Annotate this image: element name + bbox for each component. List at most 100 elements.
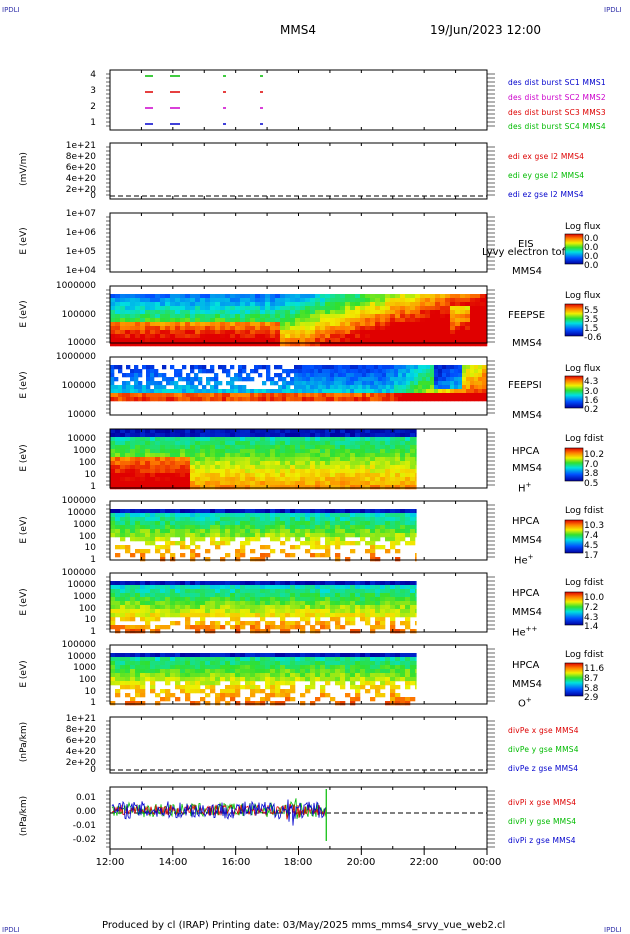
hpca-he2-cell <box>370 585 376 590</box>
hpca-h-cell <box>385 433 391 438</box>
feeps-electron-cell <box>350 294 356 299</box>
hpca-o-cell <box>160 697 166 702</box>
hpca-he-cell <box>225 521 231 526</box>
hpca-h-cell <box>185 433 191 438</box>
hpca-h-cell <box>320 485 326 490</box>
hpca-h-cell <box>305 473 311 478</box>
hpca-h-cell <box>320 477 326 482</box>
feeps-electron-cell <box>380 338 386 343</box>
hpca-h-cell <box>335 469 341 474</box>
feeps-electron-cell <box>400 326 406 331</box>
hpca-he-cell <box>145 513 151 518</box>
hpca-o-cell <box>150 673 156 678</box>
feeps-ion-cell <box>218 381 223 386</box>
feeps-ion-cell <box>306 385 311 390</box>
hpca-he-cell <box>350 525 356 530</box>
hpca-o-cell <box>375 685 381 690</box>
feeps-ion-cell <box>294 377 299 382</box>
feeps-electron-cell <box>160 342 166 347</box>
hpca-o-cell <box>135 701 141 706</box>
hpca-h-cell <box>400 473 406 478</box>
feeps-electron-cell <box>170 310 176 315</box>
hpca-he2-cell <box>195 605 201 610</box>
feeps-electron-cell <box>240 342 246 347</box>
hpca-he2-cell <box>190 609 196 614</box>
hpca-he-cell <box>110 533 116 538</box>
hpca-he2-cell <box>145 605 151 610</box>
feeps-ion-cell <box>326 377 331 382</box>
hpca-he-cell <box>125 529 131 534</box>
feeps-electron-cell <box>390 302 396 307</box>
feeps-electron-cell <box>125 318 131 323</box>
feeps-electron-cell <box>170 330 176 335</box>
hpca-h-cell <box>140 457 146 462</box>
feeps-ion-cell <box>414 369 419 374</box>
hpca-h-cell <box>330 461 336 466</box>
feeps-electron-cell <box>145 302 151 307</box>
hpca-h-cell <box>325 437 331 442</box>
hpca-o-cell <box>385 701 391 706</box>
feeps-ion-cell <box>274 381 279 386</box>
hpca-h-cell <box>160 441 166 446</box>
feeps-ion-cell <box>454 373 459 378</box>
feeps-ion-cell <box>378 381 383 386</box>
hpca-h-cell <box>220 469 226 474</box>
hpca-h-cell <box>125 453 131 458</box>
feeps-ion-cell <box>442 385 447 390</box>
feeps-electron-cell <box>295 314 301 319</box>
feeps-electron-cell <box>385 338 391 343</box>
hpca-h-cell <box>400 477 406 482</box>
hpca-h-cell <box>275 481 281 486</box>
hpca-h-cell <box>290 433 296 438</box>
hpca-h-cell <box>280 433 286 438</box>
hpca-o-cell <box>325 661 331 666</box>
hpca-o-cell <box>260 653 266 658</box>
hpca-h-cell <box>115 481 121 486</box>
feeps-ion-cell <box>458 381 463 386</box>
feeps-electron-cell <box>190 302 196 307</box>
hpca-h-cell <box>335 465 341 470</box>
feeps-ion-cell <box>138 393 143 398</box>
hpca-he2-cell <box>215 609 221 614</box>
hpca-h-cell <box>175 433 181 438</box>
feeps-electron-cell <box>340 306 346 311</box>
hpca-he-cell <box>195 553 201 558</box>
feeps-electron-cell <box>140 342 146 347</box>
hpca-o-cell <box>330 665 336 670</box>
hpca-h-cell <box>170 449 176 454</box>
feeps-electron-cell <box>320 326 326 331</box>
hpca-h-cell <box>330 469 336 474</box>
hpca-he-cell <box>190 525 196 530</box>
feeps-electron-cell <box>390 334 396 339</box>
hpca-h-cell <box>325 477 331 482</box>
feeps-ion-cell <box>214 373 219 378</box>
hpca-o-cell <box>400 673 406 678</box>
hpca-o-cell <box>230 653 236 658</box>
hpca-h-cell <box>310 457 316 462</box>
feeps-ion-cell <box>462 369 467 374</box>
feeps-ion-cell <box>170 365 175 370</box>
hpca-o-cell <box>355 673 361 678</box>
hpca-he-cell <box>270 525 276 530</box>
feeps-electron-cell <box>240 314 246 319</box>
hpca-he-cell <box>345 525 351 530</box>
feeps-electron-cell <box>230 338 236 343</box>
hpca-he-cell <box>385 509 391 514</box>
feeps-ion-cell <box>278 377 283 382</box>
hpca-he2-cell <box>400 597 406 602</box>
hpca-he2-cell <box>225 589 231 594</box>
hpca-o-cell <box>275 701 281 706</box>
hpca-h-cell <box>385 485 391 490</box>
hpca-o-cell <box>255 669 261 674</box>
feeps-electron-cell <box>260 322 266 327</box>
hpca-h-cell <box>370 445 376 450</box>
hpca-h-cell <box>400 457 406 462</box>
hpca-he2-cell <box>210 593 216 598</box>
feeps-electron-cell <box>350 334 356 339</box>
hpca-he-cell <box>310 509 316 514</box>
hpca-he-cell <box>350 533 356 538</box>
feeps-electron-cell <box>115 334 121 339</box>
feeps-electron-cell <box>360 306 366 311</box>
hpca-he-cell <box>405 541 411 546</box>
feeps-electron-cell <box>300 322 306 327</box>
